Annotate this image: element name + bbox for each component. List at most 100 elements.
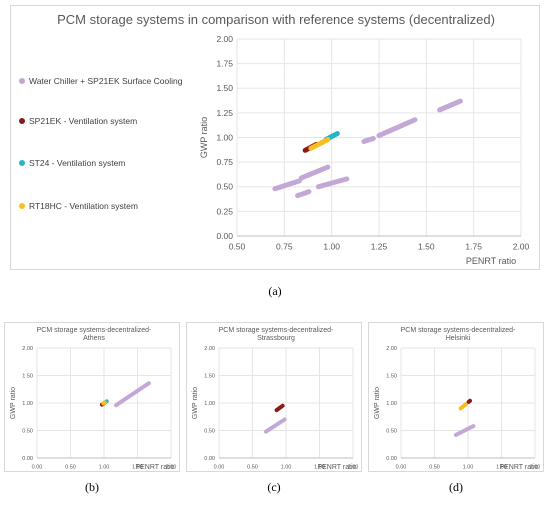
chart-title-line: PCM storage systems-decentralized- bbox=[219, 327, 334, 334]
y-tick-label: 0.00 bbox=[204, 456, 215, 462]
series-rt18hc-segment-0 bbox=[458, 402, 468, 411]
x-tick-label: 2.00 bbox=[513, 242, 530, 252]
series-water_chiller-segment-6 bbox=[437, 98, 463, 113]
legend-item-st24: ST24 - Ventilation system bbox=[19, 158, 125, 168]
legend-item-sp21ek: SP21EK - Ventilation system bbox=[19, 116, 137, 126]
series-rt18hc-segment-0 bbox=[101, 400, 107, 406]
legend-label-st24: ST24 - Ventilation system bbox=[29, 158, 126, 168]
x-tick-label: 0.50 bbox=[247, 465, 258, 471]
y-tick-label: 0.75 bbox=[216, 157, 233, 167]
y-tick-label: 1.25 bbox=[216, 108, 233, 118]
y-tick-label: 2.00 bbox=[216, 34, 233, 44]
x-tick-label: 1.00 bbox=[463, 465, 474, 471]
y-tick-label: 1.00 bbox=[22, 401, 33, 407]
series-water_chiller-segment-3 bbox=[315, 176, 350, 190]
x-tick-label: 1.25 bbox=[371, 242, 388, 252]
series-water_chiller-segment-0 bbox=[263, 417, 287, 434]
x-tick-label: 1.75 bbox=[465, 242, 482, 252]
y-tick-label: 0.50 bbox=[22, 428, 33, 434]
chart-title-line: Helsinki bbox=[446, 335, 471, 342]
series-sp21ek-segment-0 bbox=[274, 403, 285, 413]
x-axis-label: PENRT ratio bbox=[466, 256, 516, 266]
chart-title-a: PCM storage systems in comparison with r… bbox=[57, 12, 495, 27]
y-tick-label: 1.00 bbox=[204, 401, 215, 407]
series-water_chiller-segment-0 bbox=[272, 178, 302, 192]
y-tick-label: 1.00 bbox=[386, 401, 397, 407]
x-axis-label: PENRT ratio bbox=[499, 464, 538, 471]
y-axis-label: GWP ratio bbox=[374, 387, 381, 419]
x-tick-label: 0.00 bbox=[396, 465, 407, 471]
panel-label-b: (b) bbox=[85, 480, 99, 494]
legend-marker-sp21ek bbox=[19, 118, 25, 124]
y-axis-label: GWP ratio bbox=[10, 387, 17, 419]
y-tick-label: 1.50 bbox=[22, 373, 33, 379]
y-tick-label: 1.50 bbox=[386, 373, 397, 379]
chart-svg-a: 0.00 0.25 0.50 0.75 1.00 1.25 1.50 1.75 2.00 0.50… bbox=[199, 34, 530, 266]
y-tick-label: 1.75 bbox=[216, 59, 233, 69]
y-tick-label: 1.50 bbox=[204, 373, 215, 379]
y-tick-label: 2.00 bbox=[22, 346, 33, 352]
x-tick-label: 1.50 bbox=[314, 465, 325, 471]
y-tick-label: 0.25 bbox=[216, 206, 233, 216]
y-tick-label: 0.50 bbox=[204, 428, 215, 434]
legend-marker-st24 bbox=[19, 160, 25, 166]
series-water_chiller-segment-1 bbox=[298, 164, 331, 181]
x-tick-label: 0.50 bbox=[229, 242, 246, 252]
x-tick-label: 2.00 bbox=[166, 465, 177, 471]
x-tick-label: 0.00 bbox=[214, 465, 225, 471]
x-tick-label: 0.50 bbox=[65, 465, 76, 471]
chart-panel-b: PCM storage systems-decentralized- Athens… bbox=[4, 322, 180, 472]
x-tick-label: 1.50 bbox=[418, 242, 435, 252]
y-tick-label: 2.00 bbox=[204, 346, 215, 352]
y-tick-label: 0.00 bbox=[386, 456, 397, 462]
x-tick-label: 1.00 bbox=[281, 465, 292, 471]
legend-marker-rt18hc bbox=[19, 203, 25, 209]
chart-svg-c: PCM storage systems-decentralized-Strass… bbox=[192, 327, 359, 471]
chart-title-line: PCM storage systems-decentralized- bbox=[401, 327, 516, 334]
x-tick-label: 1.00 bbox=[99, 465, 110, 471]
panel-label-d: (d) bbox=[449, 480, 463, 494]
legend-item-rt18hc: RT18HC - Ventilation system bbox=[19, 201, 138, 211]
legend-label-sp21ek: SP21EK - Ventilation system bbox=[29, 116, 138, 126]
panel-label-c: (c) bbox=[267, 480, 281, 494]
chart-title-line: PCM storage systems-decentralized- bbox=[37, 327, 152, 334]
x-tick-label: 0.00 bbox=[32, 465, 43, 471]
x-tick-label: 1.00 bbox=[323, 242, 340, 252]
x-axis-label: PENRT ratio bbox=[135, 464, 174, 471]
chart-panel-a: PCM storage systems in comparison with r… bbox=[10, 5, 540, 270]
chart-panel-c: PCM storage systems-decentralized- Strass… bbox=[186, 322, 362, 472]
x-tick-label: 2.00 bbox=[530, 465, 541, 471]
y-tick-label: 0.00 bbox=[22, 456, 33, 462]
series-water_chiller-segment-4 bbox=[361, 135, 376, 144]
panel-label-a: (a) bbox=[268, 284, 282, 298]
legend-label-rt18hc: RT18HC - Ventilation system bbox=[29, 201, 138, 211]
series-water_chiller-segment-0 bbox=[453, 424, 476, 437]
series-sp21ek-segment-0 bbox=[466, 398, 473, 404]
y-axis-label: GWP ratio bbox=[192, 387, 199, 419]
legend-marker-water-chiller bbox=[19, 78, 25, 84]
legend-label-water-chiller: Water Chiller + SP21EK Surface Cooling bbox=[29, 76, 183, 86]
chart-svg-b: PCM storage systems-decentralized-Athens… bbox=[10, 327, 177, 471]
x-tick-label: 0.50 bbox=[429, 465, 440, 471]
chart-title-line: Strassbourg bbox=[257, 335, 295, 342]
chart-title-line: Athens bbox=[83, 335, 105, 342]
series-water_chiller-segment-0 bbox=[114, 381, 151, 408]
x-tick-label: 2.00 bbox=[348, 465, 359, 471]
x-tick-label: 1.50 bbox=[132, 465, 143, 471]
y-axis-label: GWP ratio bbox=[199, 117, 209, 158]
chart-svg-d: PCM storage systems-decentralized-Helsin… bbox=[374, 327, 541, 471]
legend-item-water-chiller: Water Chiller + SP21EK Surface Cooling bbox=[19, 76, 182, 86]
y-tick-label: 2.00 bbox=[386, 346, 397, 352]
y-tick-label: 0.00 bbox=[216, 231, 233, 241]
series-water_chiller-segment-2 bbox=[295, 189, 312, 199]
x-axis-label: PENRT ratio bbox=[317, 464, 356, 471]
series-rt18hc-segment-0 bbox=[308, 136, 331, 151]
x-tick-label: 0.75 bbox=[276, 242, 293, 252]
x-tick-label: 1.50 bbox=[496, 465, 507, 471]
y-tick-label: 0.50 bbox=[386, 428, 397, 434]
y-tick-label: 1.50 bbox=[216, 83, 233, 93]
series-water_chiller-segment-5 bbox=[376, 117, 418, 139]
y-tick-label: 0.50 bbox=[216, 182, 233, 192]
chart-panel-d: PCM storage systems-decentralized- Helsin… bbox=[368, 322, 544, 472]
y-tick-label: 1.00 bbox=[216, 132, 233, 142]
